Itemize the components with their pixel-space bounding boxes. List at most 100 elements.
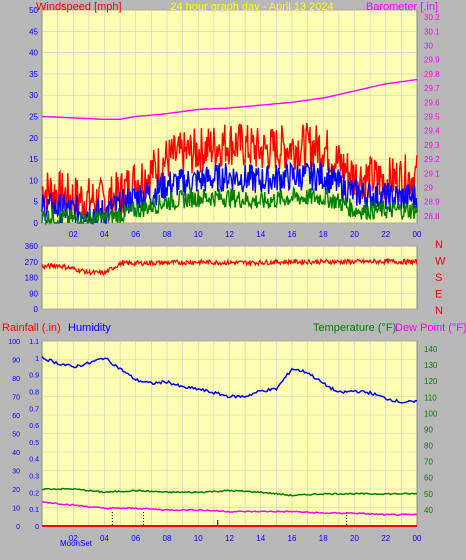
humidity-tick-label: 50 (12, 432, 20, 439)
temperature-tick-label: 100 (424, 409, 438, 418)
wind-avg-series-line (41, 161, 418, 226)
humidity-time-tick-label: 22 (381, 534, 390, 543)
wind-time-tick-label: 06 (131, 230, 140, 239)
windspeed-tick-label: 35 (29, 70, 38, 79)
humidity-tick-label: 90 (12, 358, 20, 365)
barometer-tick-label: 30.1 (424, 27, 440, 36)
barometer-tick-label: 29.1 (424, 169, 440, 178)
temperature-tick-label: 40 (424, 506, 433, 515)
rainfall-tick-label: 0.1 (29, 507, 39, 514)
wind-time-tick-label: 18 (319, 230, 328, 239)
rainfall-tick-label: 0.4 (29, 457, 39, 464)
humidity-tick-label: 10 (12, 506, 20, 513)
humidity-time-tick-label: 06 (131, 534, 140, 543)
windspeed-tick-label: 10 (29, 176, 38, 185)
barometer-tick-label: 30 (424, 42, 433, 51)
wind-time-tick-label: 20 (350, 230, 359, 239)
wind-gust-series-line (41, 123, 418, 224)
humidity-time-tick-label: 04 (100, 534, 109, 543)
compass-direction-label: N (435, 239, 443, 251)
rainfall-tick-label: 0 (35, 524, 39, 531)
temperature-tick-label: 120 (424, 377, 438, 386)
rainfall-tick-label: 0.8 (29, 389, 39, 396)
wind-direction-series-line (41, 257, 418, 277)
wind-time-tick-label: 22 (381, 230, 390, 239)
humidity-time-tick-label: 08 (163, 534, 172, 543)
windspeed-tick-label: 25 (29, 113, 38, 122)
windspeed-tick-label: 0 (34, 219, 39, 228)
rainfall-tick-label: 1.1 (29, 339, 39, 346)
humidity-tick-label: 100 (8, 339, 20, 346)
humidity-time-tick-label: 20 (350, 534, 359, 543)
barometer-tick-label: 29 (424, 184, 433, 193)
barometer-axis-label: Barometer [.in] (366, 1, 438, 13)
humidity-tick-label: 70 (12, 395, 20, 402)
humidity-tick-label: 30 (12, 469, 20, 476)
windspeed-tick-label: 40 (29, 49, 38, 58)
rainfall-tick-label: 0.3 (29, 474, 39, 481)
wind-time-tick-label: 16 (288, 230, 297, 239)
humidity-time-tick-label: 12 (225, 534, 234, 543)
barometer-tick-label: 29.2 (424, 155, 440, 164)
rainfall-tick-label: 0.6 (29, 423, 39, 430)
barometer-tick-label: 28.9 (424, 198, 440, 207)
rainfall-axis-label: Rainfall (.in) (2, 322, 61, 334)
rainfall-tick-label: 0.2 (29, 490, 39, 497)
windspeed-tick-label: 20 (29, 134, 38, 143)
humidity-tick-label: 80 (12, 376, 20, 383)
barometer-tick-label: 30.2 (424, 13, 440, 22)
barometer-tick-label: 29.3 (424, 141, 440, 150)
temperature-tick-label: 70 (424, 458, 433, 467)
humidity-time-tick-label: 18 (319, 534, 328, 543)
humidity-time-tick-label: 16 (288, 534, 297, 543)
humidity-time-tick-label: 14 (256, 534, 265, 543)
temperature-tick-label: 90 (424, 425, 433, 434)
barometer-tick-label: 29.8 (424, 70, 440, 79)
direction-tick-label: 180 (25, 274, 39, 283)
barometer-tick-label: 29.5 (424, 113, 440, 122)
temperature-tick-label: 140 (424, 345, 438, 354)
compass-direction-label: S (435, 272, 442, 284)
windspeed-tick-label: 15 (29, 155, 38, 164)
humidity-tick-label: 40 (12, 450, 20, 457)
windspeed-tick-label: 30 (29, 91, 38, 100)
barometer-tick-label: 29.4 (424, 127, 440, 136)
wind-time-tick-label: 12 (225, 230, 234, 239)
wind-time-tick-label: 00 (413, 230, 422, 239)
temperature-tick-label: 110 (424, 393, 437, 402)
chart-title: 24 hour graph day - April 13 2024 (170, 1, 333, 13)
windspeed-axis-label: Windspeed [mph] (36, 1, 122, 13)
barometer-series-line (41, 78, 418, 120)
rainfall-tick-label: 0.5 (29, 440, 39, 447)
compass-direction-label: W (435, 256, 446, 268)
compass-direction-label: E (435, 289, 442, 301)
direction-tick-label: 360 (25, 242, 39, 251)
humidity-time-tick-label: 00 (413, 534, 422, 543)
wind-time-tick-label: 04 (100, 230, 109, 239)
dew_point-series-line (41, 500, 418, 517)
temperature-axis-label: Temperature (°F) (313, 322, 396, 334)
humidity-tick-label: 0 (16, 524, 20, 531)
temperature-tick-label: 60 (424, 474, 433, 483)
windspeed-tick-label: 50 (29, 6, 38, 15)
wind-min-series-line (41, 186, 418, 226)
temperature-tick-label: 50 (424, 490, 433, 499)
temperature-series-line (42, 487, 418, 497)
humidity-axis-label: Humidity (68, 322, 111, 334)
dew-point-axis-label: Dew Point (°F) (395, 322, 466, 334)
windspeed-tick-label: 5 (34, 198, 39, 207)
humidity-time-tick-label: 10 (194, 534, 203, 543)
temperature-tick-label: 130 (424, 361, 438, 370)
direction-tick-label: 0 (34, 305, 39, 314)
rainfall-tick-label: 0.9 (29, 373, 39, 380)
humidity-tick-label: 20 (12, 487, 20, 494)
wind-time-tick-label: 02 (69, 230, 78, 239)
wind-time-tick-label: 14 (256, 230, 265, 239)
barometer-tick-label: 29.9 (424, 56, 440, 65)
barometer-tick-label: 29.6 (424, 98, 440, 107)
barometer-tick-label: 28.8 (424, 212, 440, 221)
windspeed-tick-label: 45 (29, 27, 38, 36)
humidity-time-tick-label: 02 (69, 534, 78, 543)
